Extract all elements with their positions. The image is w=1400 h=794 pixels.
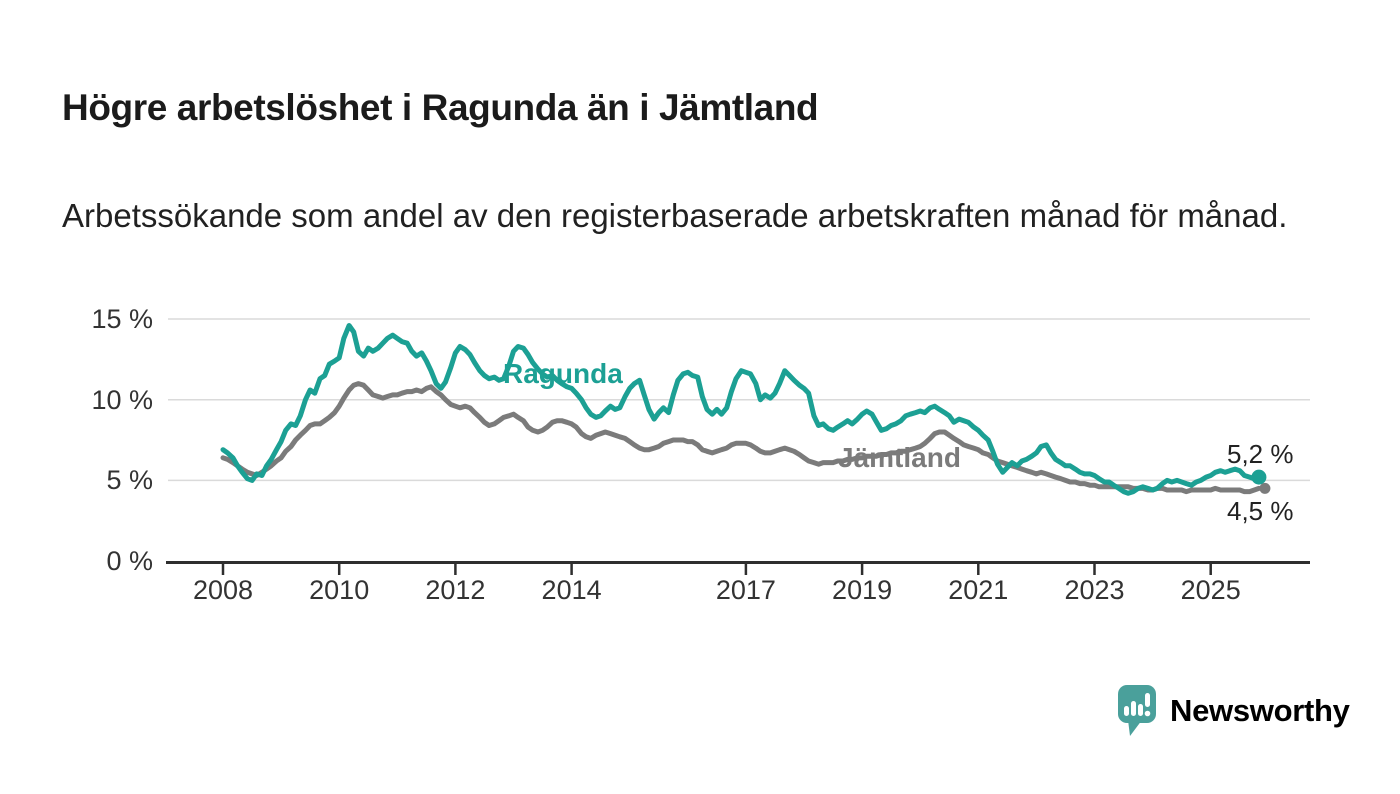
newsworthy-wordmark: Newsworthy — [1170, 693, 1350, 728]
x-axis-tick-label: 2012 — [425, 575, 486, 605]
series-line-jämtland — [220, 381, 1262, 495]
x-axis-tick-label: 2025 — [1180, 575, 1241, 605]
x-axis-tick-label: 2008 — [192, 575, 254, 605]
series-line-ragunda — [220, 323, 1262, 496]
end-value-label-jamtland: 4,5 % — [1227, 496, 1294, 526]
y-axis-tick-label: 5 % — [106, 465, 153, 496]
y-axis-tick-label: 15 % — [91, 304, 153, 335]
end-value-label-ragunda: 5,2 % — [1227, 439, 1294, 469]
x-axis-tick-label: 2023 — [1064, 575, 1125, 605]
end-dot-jamtland — [1259, 482, 1271, 494]
newsworthy-logo: Newsworthy — [1116, 684, 1350, 738]
newsworthy-logo-icon — [1118, 685, 1156, 736]
x-axis-tick-label: 2017 — [715, 575, 776, 605]
series-label-jamtland: Jämtland — [838, 442, 961, 473]
x-axis-tick-label: 2014 — [541, 575, 602, 605]
x-axis-tick-label: 2019 — [832, 575, 893, 605]
series-label-ragunda: Ragunda — [503, 358, 623, 389]
y-axis-tick-label: 0 % — [106, 546, 153, 576]
x-axis-tick-label: 2021 — [948, 575, 1009, 605]
end-dot-ragunda — [1251, 469, 1267, 485]
page-title: Högre arbetslöshet i Ragunda än i Jämtla… — [62, 86, 819, 128]
y-axis-tick-label: 10 % — [91, 384, 153, 415]
chart-subtitle: Arbetssökande som andel av den registerb… — [62, 197, 1288, 234]
x-axis-tick-label: 2010 — [309, 575, 370, 605]
